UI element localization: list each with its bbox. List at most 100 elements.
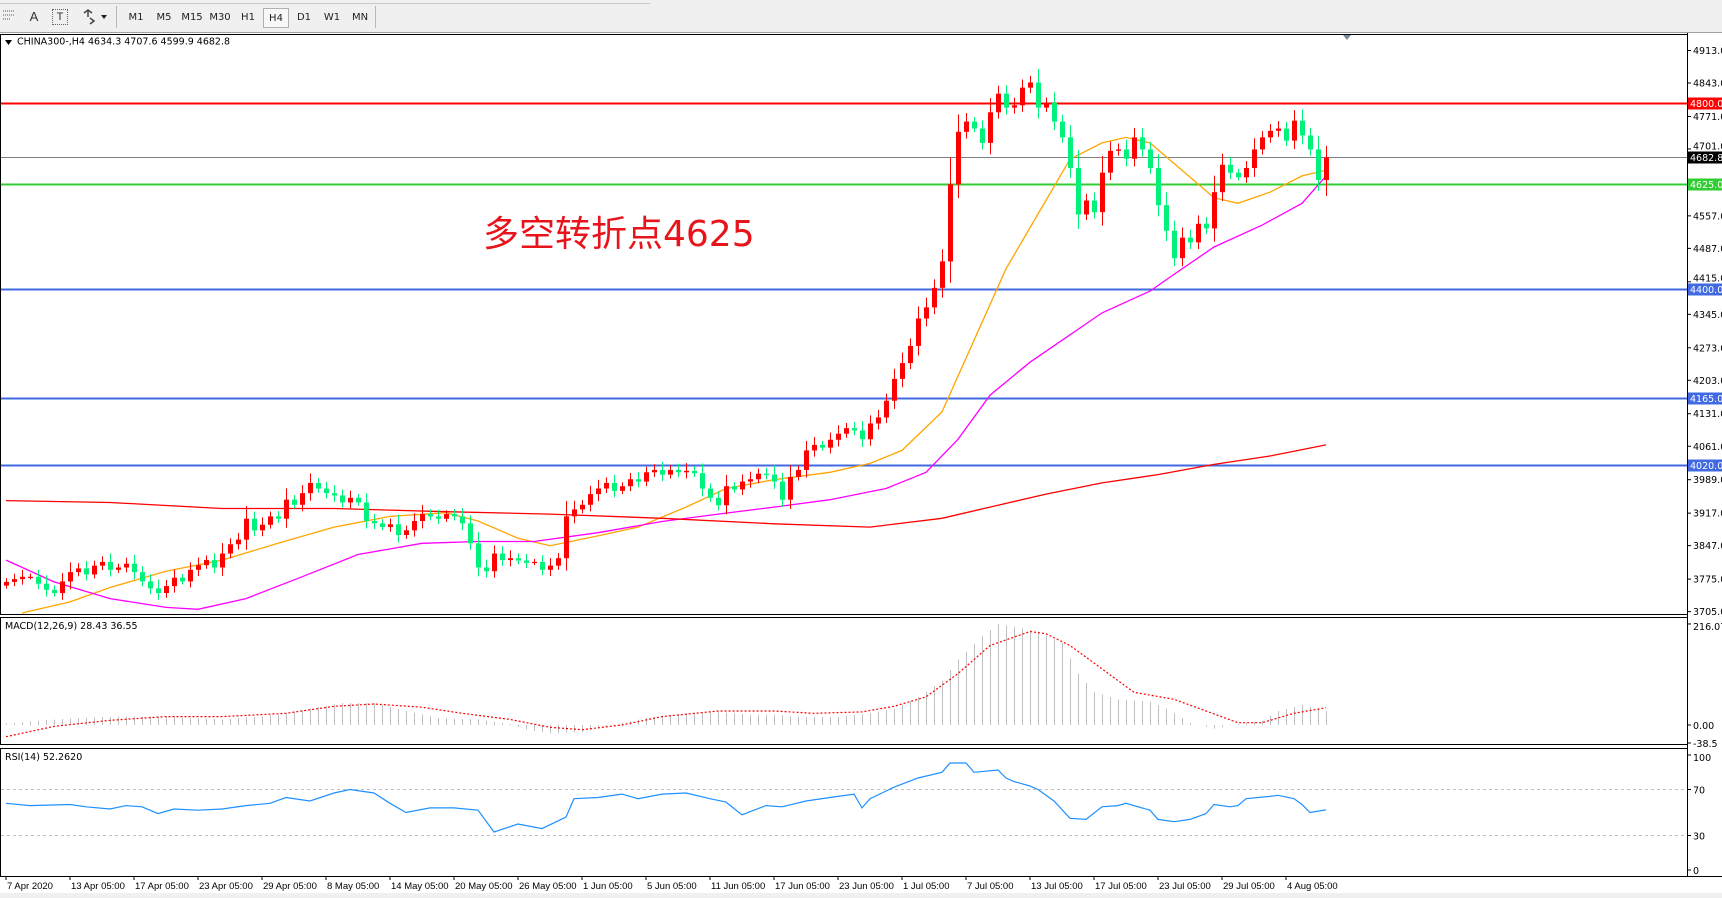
candle <box>436 509 441 525</box>
candle <box>812 436 817 457</box>
candle-body <box>588 494 593 505</box>
price-tick-label: 4345.0 <box>1693 310 1722 321</box>
candle-body <box>452 514 457 517</box>
candle-body <box>4 581 9 586</box>
candle-body <box>1300 120 1305 136</box>
moving-average-line-ma-slow <box>5 444 1327 528</box>
candle-body <box>1172 230 1177 259</box>
time-axis-label: 29 Apr 05:00 <box>263 881 317 892</box>
candle <box>716 491 721 511</box>
timeframe-button-mn[interactable]: MN <box>351 12 369 23</box>
macd-panel <box>0 617 1688 745</box>
candle <box>92 560 97 579</box>
candle-body <box>1308 135 1313 150</box>
candle-body <box>620 486 625 491</box>
candle <box>692 466 697 478</box>
time-axis-label: 17 Jun 05:00 <box>775 881 830 892</box>
grid-icon[interactable] <box>2 9 18 25</box>
candle-body <box>276 516 281 519</box>
time-axis-label: 7 Apr 2020 <box>7 881 53 892</box>
candle-body <box>1108 150 1113 173</box>
candle-body <box>484 567 489 572</box>
price-level-label: 4165.0 <box>1690 394 1722 405</box>
candle-body <box>564 516 569 559</box>
candle <box>484 559 489 578</box>
candle <box>652 464 657 477</box>
timeframe-button-w1[interactable]: W1 <box>323 12 341 23</box>
timeframe-button-m1[interactable]: M1 <box>128 12 144 23</box>
candle <box>612 474 617 498</box>
candle-body <box>540 561 545 570</box>
candle <box>988 98 993 155</box>
timeframe-button-h4[interactable]: H4 <box>263 8 289 28</box>
rsi-tick-label: 30 <box>1693 832 1705 843</box>
candle <box>1196 215 1201 250</box>
candle-body <box>1236 172 1241 178</box>
candle-body <box>900 363 905 379</box>
candle <box>620 482 625 495</box>
candle <box>1268 124 1273 143</box>
text-icon[interactable]: A <box>29 9 39 24</box>
candle <box>100 556 105 571</box>
candle-body <box>428 514 433 517</box>
candle-body <box>908 345 913 364</box>
candle-body <box>364 502 369 522</box>
timeframe-button-m15[interactable]: M15 <box>181 12 203 23</box>
arrows-icon[interactable] <box>80 9 110 25</box>
candle <box>1068 125 1073 178</box>
chart-area[interactable]: CHINA300-,H4 4634.3 4707.6 4599.9 4682.8 4… <box>0 33 1722 898</box>
price-level-badge <box>1688 151 1722 164</box>
macd-signal-line <box>5 630 1327 738</box>
candle <box>1204 217 1209 234</box>
candle-body <box>1188 237 1193 243</box>
candle-body <box>76 568 81 573</box>
candle <box>844 423 849 438</box>
candle-body <box>844 428 849 434</box>
candle <box>244 506 249 550</box>
price-level-label: 4625.0 <box>1690 180 1722 191</box>
price-level-badge <box>1688 97 1722 110</box>
candle <box>164 580 169 598</box>
candle-body <box>764 473 769 475</box>
candle-body <box>220 553 225 568</box>
macd-label: MACD(12,26,9) 28.43 36.55 <box>5 621 138 632</box>
candle <box>644 466 649 487</box>
candle <box>540 555 545 576</box>
candle-body <box>1260 137 1265 150</box>
timeframe-button-h1[interactable]: H1 <box>241 12 255 23</box>
candle-body <box>1244 168 1249 178</box>
timeframe-button-m30[interactable]: M30 <box>209 12 231 23</box>
candle-body <box>236 539 241 545</box>
candle <box>228 538 233 559</box>
candle <box>1172 220 1177 267</box>
time-axis-label: 13 Apr 05:00 <box>71 881 125 892</box>
candle-body <box>604 482 609 489</box>
candle-body <box>756 473 761 480</box>
candle-body <box>828 439 833 448</box>
main-chart-panel <box>0 34 1688 615</box>
candle-body <box>532 561 537 564</box>
candle-body <box>636 479 641 482</box>
candle-body <box>804 450 809 470</box>
candle <box>316 477 321 493</box>
candle-body <box>1148 149 1153 169</box>
candle-body <box>1004 93 1009 108</box>
candle-body <box>1020 87 1025 106</box>
candle <box>388 518 393 532</box>
timeframe-button-d1[interactable]: D1 <box>296 12 312 23</box>
candle-body <box>20 576 25 580</box>
candle <box>1004 85 1009 115</box>
candle-body <box>916 318 921 346</box>
candle-body <box>292 499 297 505</box>
candle-body <box>388 524 393 528</box>
text-label-icon[interactable]: T <box>52 9 68 25</box>
candle-body <box>396 524 401 535</box>
candle-body <box>1196 223 1201 243</box>
price-level-badge <box>1688 459 1722 472</box>
candle <box>292 495 297 509</box>
timeframe-button-m5[interactable]: M5 <box>156 12 172 23</box>
candle <box>236 532 241 550</box>
candle-body <box>924 307 929 319</box>
candle <box>772 465 777 489</box>
candle <box>1244 161 1249 183</box>
